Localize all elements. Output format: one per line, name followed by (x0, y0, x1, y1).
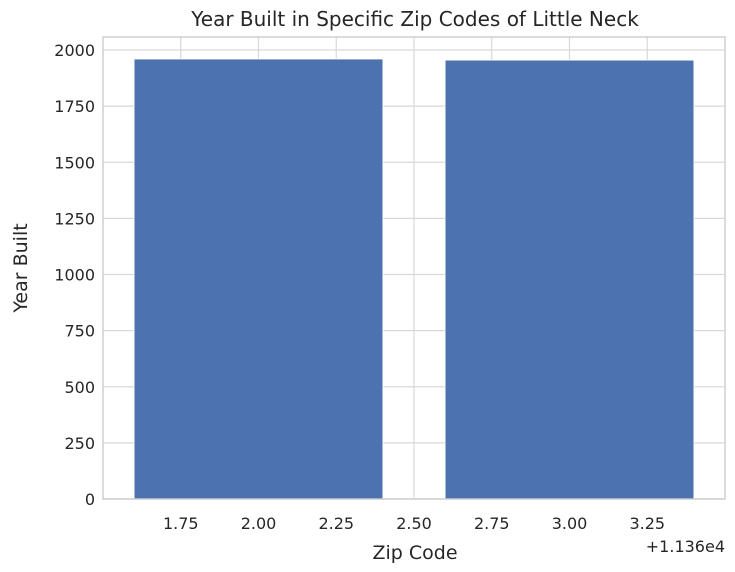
plot-frame (102, 36, 726, 500)
y-tick-label: 250 (64, 434, 95, 453)
y-tick-label: 1250 (54, 209, 95, 228)
y-tick-label: 500 (64, 378, 95, 397)
x-tick-label: 2.25 (318, 514, 354, 533)
y-tick-label: 1500 (54, 153, 95, 172)
y-tick-label: 1000 (54, 266, 95, 285)
x-tick-label: 2.75 (474, 514, 510, 533)
chart-title: Year Built in Specific Zip Codes of Litt… (190, 7, 639, 31)
x-axis-label: Zip Code (372, 542, 457, 564)
y-tick-label: 1750 (54, 97, 95, 116)
x-tick-label: 2.00 (241, 514, 277, 533)
x-tick-label: 3.00 (552, 514, 588, 533)
x-tick-label: 2.50 (396, 514, 432, 533)
x-tick-label: 3.25 (629, 514, 665, 533)
bar-11363 (444, 59, 695, 500)
y-tick-label: 2000 (54, 41, 95, 60)
bar-11362 (133, 58, 384, 500)
y-axis-label: Year Built (10, 223, 32, 313)
y-tick-label: 750 (64, 322, 95, 341)
x-axis-offset-label: +1.136e4 (646, 537, 725, 556)
x-tick-labels: 1.75 2.00 2.25 2.50 2.75 3.00 3.25 (163, 514, 665, 533)
y-tick-label: 0 (85, 490, 95, 509)
y-tick-labels: 0 250 500 750 1000 1250 1500 1750 2000 (54, 41, 95, 509)
x-tick-label: 1.75 (163, 514, 199, 533)
bars (133, 58, 695, 500)
